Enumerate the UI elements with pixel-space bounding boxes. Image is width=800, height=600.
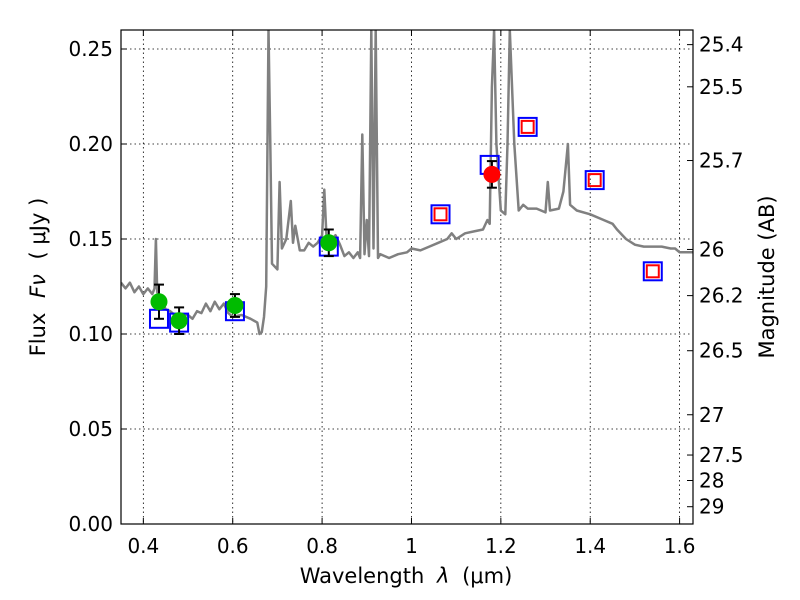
y-tick-label: 0.15 [68, 227, 113, 251]
mag-tick-label: 26.2 [699, 284, 744, 308]
mag-tick-label: 26.5 [699, 339, 744, 363]
x-tick-label: 1.4 [574, 534, 606, 558]
x-tick-label: 1 [405, 534, 418, 558]
model-photometry-square [430, 204, 451, 225]
y-tick-label: 0.10 [68, 322, 113, 346]
plot-frame [120, 29, 694, 525]
model-photometry-inner-square [433, 207, 448, 222]
model-photometry-square [584, 170, 605, 191]
observed-point [320, 234, 338, 252]
grid [121, 30, 693, 525]
x-axis-label: Wavelength λ (μm) [300, 564, 513, 588]
spectrum-line [121, 30, 693, 336]
mag-tick-label: 29 [699, 495, 724, 519]
axis-ticks: 0.4 0.6 0.8 1 1.2 1.4 1.6 0.00 0.05 0.10 0.15 0.20 0… [68, 30, 744, 558]
x-tick-label: 1.6 [664, 534, 696, 558]
y-axis-right-label: Magnitude (AB) [755, 195, 779, 358]
model-photometry-inner-square [587, 173, 602, 188]
model-photometry-inner-square [645, 264, 660, 279]
observed-point [483, 165, 501, 183]
x-tick-label: 0.8 [306, 534, 338, 558]
y-tick-label: 0.25 [68, 37, 113, 61]
x-tick-label: 0.4 [127, 534, 159, 558]
spectrum-series [121, 30, 693, 336]
plot-border [120, 29, 694, 525]
mag-tick-label: 25.7 [699, 149, 744, 173]
y-tick-label: 0.05 [68, 417, 113, 441]
y-axis-label: Flux Fν ( μJy ) [26, 198, 50, 357]
model-photometry-inner-square [520, 119, 535, 134]
model-photometry-square [517, 116, 538, 137]
mag-tick-label: 27 [699, 403, 724, 427]
mag-tick-label: 27.5 [699, 443, 744, 467]
mag-tick-label: 28 [699, 468, 724, 492]
mag-tick-label: 26 [699, 237, 724, 261]
mag-tick-label: 25.5 [699, 75, 744, 99]
y-tick-label: 0.00 [68, 512, 113, 536]
mag-tick-label: 25.4 [699, 33, 744, 57]
x-tick-label: 0.6 [217, 534, 249, 558]
observed-point [170, 312, 188, 330]
photometry-markers [148, 116, 663, 335]
y-tick-label: 0.20 [68, 132, 113, 156]
observed-point [150, 293, 168, 311]
model-photometry-square [642, 261, 663, 282]
x-tick-label: 1.2 [485, 534, 517, 558]
observed-point [226, 297, 244, 314]
